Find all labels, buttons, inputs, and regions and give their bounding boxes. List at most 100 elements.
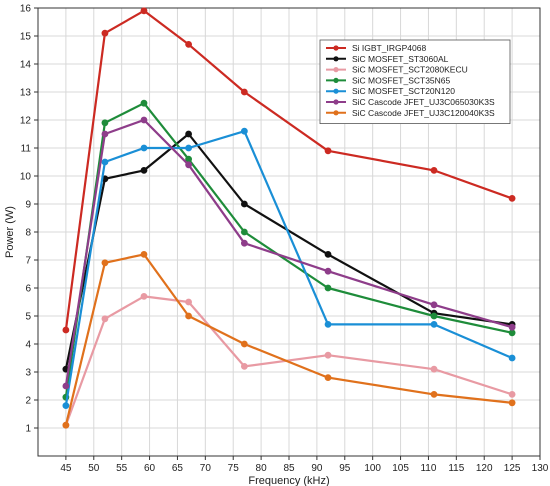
data-point bbox=[185, 161, 193, 169]
data-point bbox=[508, 194, 516, 202]
x-tick-label: 60 bbox=[144, 463, 156, 474]
series-4 bbox=[62, 99, 516, 401]
data-point bbox=[430, 320, 438, 328]
x-tick-label: 50 bbox=[88, 463, 100, 474]
series-layer bbox=[62, 7, 516, 429]
legend-item: SiC MOSFET_SCT20N120 bbox=[326, 86, 455, 96]
legend-swatch-marker bbox=[333, 99, 339, 105]
legend-item: SiC MOSFET_SCT35N65 bbox=[326, 75, 451, 85]
y-tick-label: 11 bbox=[21, 144, 32, 155]
data-point bbox=[324, 267, 332, 275]
x-tick-label: 85 bbox=[283, 463, 295, 474]
legend-item: SiC MOSFET_SCT2080KECU bbox=[326, 65, 468, 75]
y-tick-label: 10 bbox=[20, 172, 32, 183]
data-point bbox=[508, 390, 516, 398]
data-point bbox=[140, 7, 148, 15]
y-tick-label: 12 bbox=[20, 116, 32, 127]
x-tick-label: 130 bbox=[532, 463, 549, 474]
data-point bbox=[101, 315, 109, 323]
data-point bbox=[62, 402, 70, 410]
legend-swatch-marker bbox=[333, 110, 339, 116]
data-point bbox=[101, 29, 109, 37]
x-tick-label: 80 bbox=[256, 463, 268, 474]
y-tick-label: 1 bbox=[25, 424, 31, 435]
legend-item: SiC Cascode JFET_UJ3C120040K3S bbox=[326, 108, 495, 118]
data-point bbox=[430, 166, 438, 174]
x-axis-label: Frequency (kHz) bbox=[248, 475, 329, 486]
data-point bbox=[508, 323, 516, 331]
x-tick-label: 125 bbox=[504, 463, 521, 474]
y-tick-label: 13 bbox=[20, 88, 32, 99]
data-point bbox=[101, 259, 109, 267]
series-7 bbox=[62, 250, 516, 429]
legend-label: Si IGBT_IRGP4068 bbox=[352, 43, 426, 53]
data-point bbox=[62, 382, 70, 390]
y-tick-label: 4 bbox=[25, 340, 31, 351]
x-tick-label: 115 bbox=[448, 463, 464, 474]
legend-item: Si IGBT_IRGP4068 bbox=[326, 43, 426, 53]
series-line bbox=[64, 132, 513, 370]
legend-swatch-marker bbox=[333, 67, 339, 73]
data-point bbox=[240, 127, 248, 135]
series-line bbox=[64, 102, 513, 398]
x-tick-label: 100 bbox=[364, 463, 381, 474]
x-tick-label: 95 bbox=[339, 463, 351, 474]
y-tick-label: 5 bbox=[25, 312, 31, 323]
x-tick-label: 110 bbox=[420, 463, 436, 474]
data-point bbox=[62, 326, 70, 334]
data-point bbox=[185, 130, 193, 138]
legend-label: SiC Cascode JFET_UJ3C120040K3S bbox=[352, 108, 495, 118]
data-point bbox=[185, 41, 193, 48]
data-point bbox=[185, 144, 193, 152]
y-tick-label: 15 bbox=[20, 32, 32, 43]
x-tick-label: 65 bbox=[172, 463, 184, 474]
series-line bbox=[64, 253, 513, 426]
legend-label: SiC MOSFET_ST3060AL bbox=[352, 54, 449, 64]
y-tick-label: 8 bbox=[25, 228, 31, 239]
data-point bbox=[140, 144, 148, 152]
series-line bbox=[64, 9, 513, 331]
data-point bbox=[324, 351, 332, 359]
y-tick-label: 3 bbox=[25, 368, 31, 379]
legend-swatch-marker bbox=[333, 56, 339, 62]
x-tick-label: 55 bbox=[116, 463, 128, 474]
y-axis-label: Power (W) bbox=[4, 206, 16, 258]
series-5 bbox=[62, 127, 516, 410]
legend-item: SiC MOSFET_ST3060AL bbox=[326, 54, 449, 64]
data-point bbox=[508, 354, 516, 362]
series-line bbox=[64, 118, 513, 387]
data-point bbox=[324, 320, 332, 328]
data-point bbox=[240, 228, 248, 236]
x-tick-label: 90 bbox=[311, 463, 323, 474]
data-point bbox=[240, 362, 248, 370]
legend-swatch-marker bbox=[333, 45, 339, 51]
data-point bbox=[240, 340, 248, 348]
series-line bbox=[64, 130, 513, 406]
data-point bbox=[430, 312, 438, 320]
data-point bbox=[240, 88, 248, 96]
data-point bbox=[101, 119, 109, 127]
y-tick-label: 2 bbox=[25, 396, 31, 407]
data-point bbox=[508, 399, 516, 407]
data-point bbox=[430, 390, 438, 398]
data-point bbox=[101, 130, 109, 138]
y-tick-label: 16 bbox=[20, 4, 32, 15]
data-point bbox=[324, 284, 332, 292]
x-tick-label: 45 bbox=[60, 463, 72, 474]
series-1 bbox=[62, 7, 516, 334]
data-point bbox=[430, 365, 438, 373]
data-point bbox=[62, 421, 70, 429]
x-axis-ticks: 45 50 55 60 65 70 75 80 85 90 95 100 105 110 115 120 125… bbox=[60, 456, 549, 474]
x-tick-label: 70 bbox=[200, 463, 212, 474]
data-point bbox=[140, 292, 148, 300]
legend-box bbox=[319, 39, 511, 124]
data-point bbox=[140, 99, 148, 107]
data-point bbox=[430, 301, 438, 309]
legend-swatch-marker bbox=[333, 88, 339, 94]
data-point bbox=[240, 239, 248, 247]
data-point bbox=[324, 147, 332, 155]
y-tick-label: 14 bbox=[20, 60, 32, 71]
